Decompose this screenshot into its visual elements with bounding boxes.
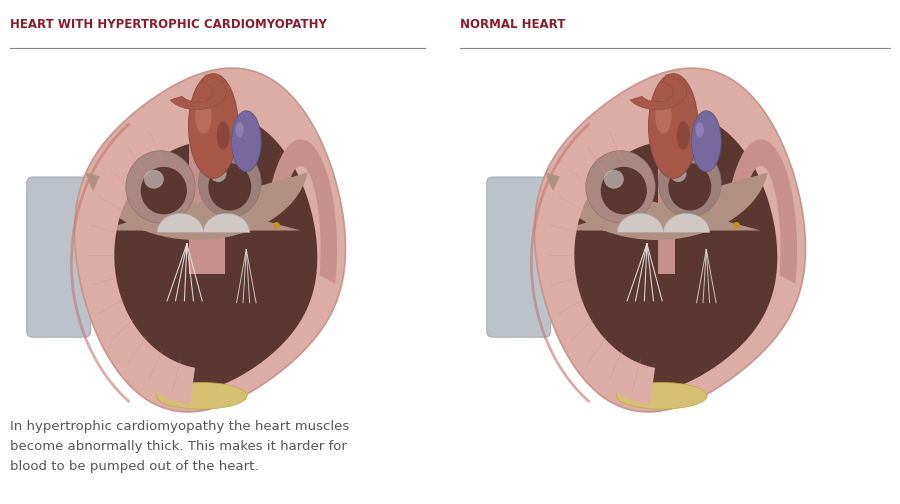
Polygon shape (86, 114, 318, 393)
Polygon shape (203, 213, 249, 232)
Text: HEART WITH HYPERTROPHIC CARDIOMYOPATHY: HEART WITH HYPERTROPHIC CARDIOMYOPATHY (10, 18, 327, 31)
Polygon shape (659, 107, 675, 274)
Polygon shape (268, 139, 337, 284)
Ellipse shape (669, 163, 711, 211)
FancyBboxPatch shape (27, 177, 91, 337)
Polygon shape (189, 107, 225, 274)
Ellipse shape (691, 111, 721, 171)
Ellipse shape (604, 170, 624, 188)
Polygon shape (86, 173, 308, 240)
Ellipse shape (199, 149, 261, 217)
Ellipse shape (157, 383, 248, 409)
Ellipse shape (231, 111, 261, 171)
Text: In hypertrophic cardiomyopathy the heart muscles
become abnormally thick. This m: In hypertrophic cardiomyopathy the heart… (10, 420, 349, 473)
Ellipse shape (209, 163, 251, 211)
Polygon shape (617, 213, 663, 232)
Ellipse shape (659, 149, 721, 217)
Polygon shape (535, 68, 806, 412)
Ellipse shape (189, 74, 238, 178)
Ellipse shape (655, 99, 671, 134)
Ellipse shape (670, 165, 687, 182)
Ellipse shape (195, 99, 212, 134)
Polygon shape (728, 139, 797, 284)
Ellipse shape (600, 167, 647, 214)
Ellipse shape (217, 121, 230, 150)
Ellipse shape (236, 122, 244, 138)
Polygon shape (541, 105, 655, 405)
Ellipse shape (140, 167, 187, 214)
FancyBboxPatch shape (487, 177, 551, 337)
Ellipse shape (649, 74, 698, 178)
Ellipse shape (616, 383, 707, 409)
Polygon shape (170, 75, 227, 109)
Ellipse shape (586, 151, 655, 223)
Polygon shape (158, 213, 203, 232)
Ellipse shape (126, 151, 195, 223)
Polygon shape (630, 75, 687, 109)
Polygon shape (75, 68, 346, 412)
Ellipse shape (696, 122, 704, 138)
Text: NORMAL HEART: NORMAL HEART (460, 18, 565, 31)
Ellipse shape (210, 165, 227, 182)
Ellipse shape (677, 121, 689, 150)
Polygon shape (81, 105, 195, 405)
Ellipse shape (144, 170, 164, 188)
Polygon shape (546, 173, 768, 240)
Polygon shape (663, 213, 709, 232)
Polygon shape (546, 114, 778, 393)
